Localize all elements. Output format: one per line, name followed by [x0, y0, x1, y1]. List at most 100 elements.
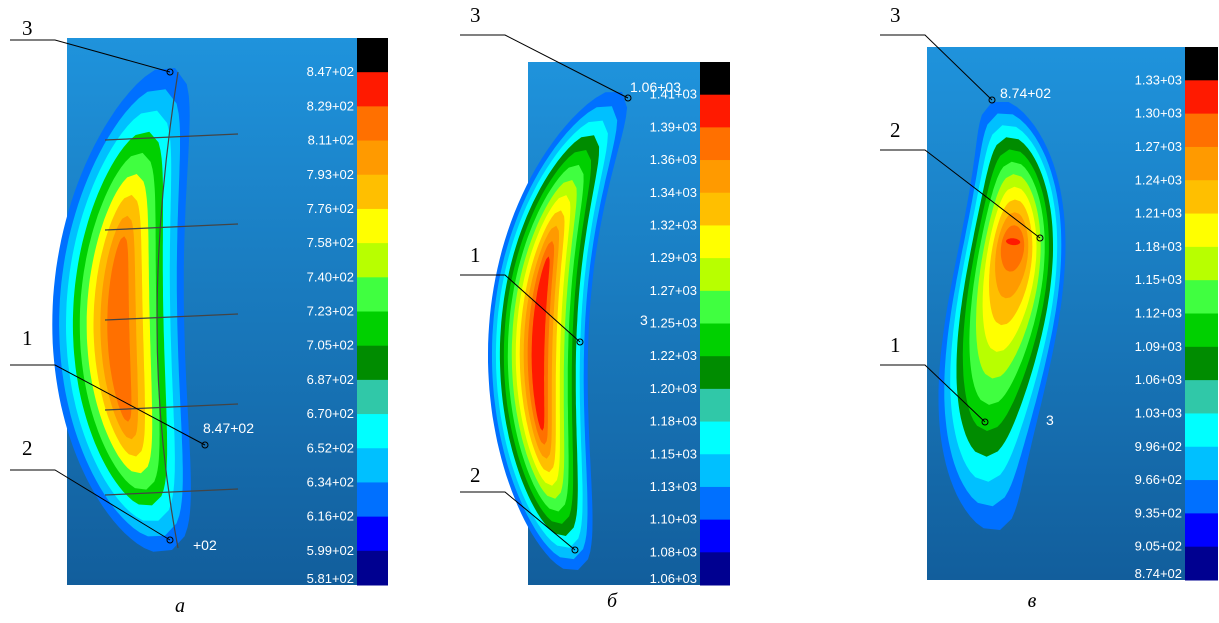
leader-line [10, 364, 206, 446]
point-label: 3 [22, 16, 33, 40]
contour-band [1006, 238, 1021, 246]
panel: 1.41+03 1.39+03 1.36+03 1.34+03 1.32+03 1.29+… [460, 3, 730, 612]
colorbar-label: 1.25+03 [650, 316, 697, 331]
colorbar-band [1185, 346, 1218, 381]
panel: 8.47+02 8.29+02 8.11+02 7.93+02 7.76+02 7.58+… [10, 16, 388, 617]
colorbar-band [357, 277, 388, 312]
leader-line [10, 39, 171, 73]
contour-band [531, 256, 550, 431]
colorbar-label: 6.70+02 [307, 406, 354, 421]
colorbar-label: 1.27+03 [1135, 139, 1182, 154]
colorbar-label: 1.18+03 [1135, 239, 1182, 254]
colorbar-label: 9.05+02 [1135, 539, 1182, 554]
colorbar-label: 1.20+03 [650, 381, 697, 396]
colorbar-band [700, 225, 730, 259]
colorbar-band [357, 72, 388, 107]
colorbar-label: 6.87+02 [307, 372, 354, 387]
colorbar-band [700, 519, 730, 553]
point-label: 2 [470, 463, 481, 487]
colorbar-band [1185, 313, 1218, 348]
colorbar-band [1185, 80, 1218, 115]
colorbar-band [357, 140, 388, 176]
colorbar-label: 8.47+02 [307, 64, 354, 79]
mesh-line [104, 488, 239, 496]
colorbar-band [357, 448, 388, 483]
leader-line [10, 469, 171, 541]
colorbar-label: 9.96+02 [1135, 439, 1182, 454]
mesh-line [104, 223, 239, 231]
colorbar-band [1185, 446, 1218, 481]
colorbar-label: 9.66+02 [1135, 472, 1182, 487]
annotation: 1.06+03 [630, 79, 681, 95]
colorbar-band [357, 550, 388, 586]
colorbar-label: 7.93+02 [307, 167, 354, 182]
colorbar-band [357, 516, 388, 552]
annotation: +02 [193, 537, 217, 553]
colorbar-label: 1.18+03 [650, 414, 697, 429]
colorbar-band [1185, 180, 1218, 215]
colorbar-label: 7.40+02 [307, 269, 354, 284]
leader-line [460, 34, 629, 99]
colorbar-label: 1.03+03 [1135, 405, 1182, 420]
mesh-line [104, 133, 239, 141]
leader-line [880, 364, 986, 423]
panel-caption: в [1028, 590, 1037, 612]
colorbar-label: 6.16+02 [307, 509, 354, 524]
colorbar-label: 1.39+03 [650, 119, 697, 134]
point-marker [166, 68, 174, 76]
colorbar-label: 1.06+03 [1135, 372, 1182, 387]
colorbar-band [700, 258, 730, 292]
colorbar-label: 7.76+02 [307, 201, 354, 216]
point-marker [1036, 234, 1044, 242]
colorbar-label: 1.27+03 [650, 283, 697, 298]
colorbar-label: 1.34+03 [650, 185, 697, 200]
colorbar-band [1185, 146, 1218, 181]
colorbar-label: 5.81+02 [307, 571, 354, 586]
colorbar-band [1185, 413, 1218, 448]
colorbar-label: 1.33+03 [1135, 72, 1182, 87]
colorbar-label: 8.74+02 [1135, 566, 1182, 581]
colorbar-band [1185, 213, 1218, 248]
colorbar-band [1185, 280, 1218, 314]
colorbar-band [700, 94, 730, 128]
point-marker [166, 536, 174, 544]
colorbar-label: 1.32+03 [650, 217, 697, 232]
colorbar-label: 7.05+02 [307, 338, 354, 353]
colorbar-label: 7.23+02 [307, 304, 354, 319]
colorbar-band [700, 388, 730, 423]
colorbar-band [1185, 47, 1218, 81]
colorbar-label: 8.29+02 [307, 98, 354, 113]
leader-line [880, 34, 993, 101]
leader-line [460, 491, 576, 551]
colorbar-label: 1.22+03 [650, 348, 697, 363]
colorbar-band [1185, 546, 1218, 581]
colorbar-label: 1.24+03 [1135, 172, 1182, 187]
point-label: 2 [890, 118, 901, 142]
contour-band [1000, 225, 1025, 272]
colorbar-band [1185, 380, 1218, 414]
colorbar-band [1185, 113, 1218, 148]
panel-caption: а [175, 595, 185, 617]
colorbar-label: 1.09+03 [1135, 339, 1182, 354]
colorbar-label: 1.29+03 [650, 250, 697, 265]
point-label: 3 [890, 3, 901, 27]
annotation: 3 [1046, 412, 1054, 428]
colorbar-band [700, 192, 730, 226]
colorbar-band [1185, 513, 1218, 548]
colorbar-band [700, 356, 730, 390]
point-marker [981, 418, 989, 426]
colorbar-band [700, 552, 730, 586]
colorbar-band [357, 106, 388, 142]
colorbar-label: 6.34+02 [307, 474, 354, 489]
colorbar-band [357, 208, 388, 244]
colorbar-band [357, 482, 388, 518]
point-marker [201, 441, 209, 449]
colorbar-label: 1.30+03 [1135, 106, 1182, 121]
colorbar-label: 6.52+02 [307, 440, 354, 455]
colorbar-band [700, 454, 730, 488]
colorbar-band [700, 486, 730, 521]
point-marker [576, 338, 584, 346]
colorbar-label: 1.36+03 [650, 152, 697, 167]
